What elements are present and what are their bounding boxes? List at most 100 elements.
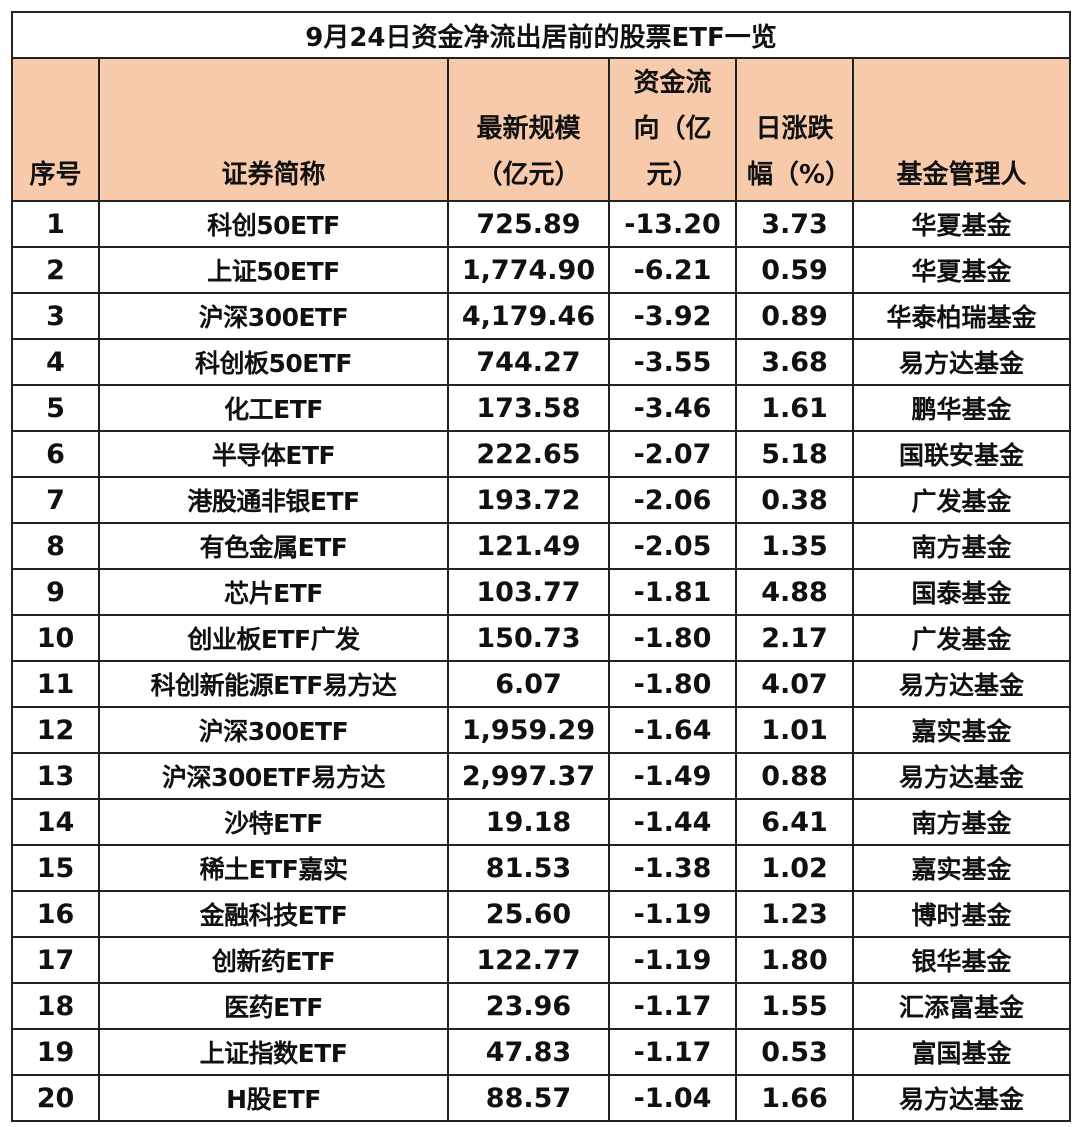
cell-change: 1.66 (735, 1074, 854, 1122)
table-row: 18 医药ETF 23.96 -1.17 1.55 汇添富基金 (11, 982, 1071, 1030)
cell-change: 5.18 (735, 430, 854, 478)
cell-name: 稀土ETF嘉实 (98, 844, 449, 892)
cell-index: 16 (11, 890, 100, 938)
cell-manager: 华夏基金 (852, 200, 1071, 248)
cell-scale: 222.65 (447, 430, 610, 478)
cell-change: 3.68 (735, 338, 854, 386)
cell-change: 1.23 (735, 890, 854, 938)
table-row: 3 沪深300ETF 4,179.46 -3.92 0.89 华泰柏瑞基金 (11, 292, 1071, 340)
table-row: 8 有色金属ETF 121.49 -2.05 1.35 南方基金 (11, 522, 1071, 570)
cell-flow: -1.81 (608, 568, 737, 616)
cell-change: 0.88 (735, 752, 854, 800)
cell-change: 4.88 (735, 568, 854, 616)
table-row: 17 创新药ETF 122.77 -1.19 1.80 银华基金 (11, 936, 1071, 984)
cell-name: 金融科技ETF (98, 890, 449, 938)
cell-flow: -2.07 (608, 430, 737, 478)
cell-manager: 易方达基金 (852, 752, 1071, 800)
cell-name: 港股通非银ETF (98, 476, 449, 524)
cell-flow: -1.04 (608, 1074, 737, 1122)
cell-name: 科创板50ETF (98, 338, 449, 386)
cell-scale: 81.53 (447, 844, 610, 892)
cell-scale: 193.72 (447, 476, 610, 524)
cell-scale: 6.07 (447, 660, 610, 708)
cell-scale: 2,997.37 (447, 752, 610, 800)
table-row: 13 沪深300ETF易方达 2,997.37 -1.49 0.88 易方达基金 (11, 752, 1071, 800)
cell-change: 1.61 (735, 384, 854, 432)
cell-scale: 744.27 (447, 338, 610, 386)
cell-name: 沪深300ETF (98, 292, 449, 340)
cell-name: 创新药ETF (98, 936, 449, 984)
cell-index: 18 (11, 982, 100, 1030)
header-index: 序号 (11, 57, 100, 202)
cell-manager: 易方达基金 (852, 660, 1071, 708)
cell-index: 15 (11, 844, 100, 892)
table-row: 6 半导体ETF 222.65 -2.07 5.18 国联安基金 (11, 430, 1071, 478)
cell-manager: 国泰基金 (852, 568, 1071, 616)
table-body: 1 科创50ETF 725.89 -13.20 3.73 华夏基金 2 上证50ETF 1,77… (11, 200, 1071, 1122)
cell-change: 1.80 (735, 936, 854, 984)
cell-change: 1.01 (735, 706, 854, 754)
cell-manager: 南方基金 (852, 522, 1071, 570)
cell-name: 沪深300ETF易方达 (98, 752, 449, 800)
cell-flow: -1.19 (608, 890, 737, 938)
cell-change: 3.73 (735, 200, 854, 248)
cell-change: 0.89 (735, 292, 854, 340)
table-row: 7 港股通非银ETF 193.72 -2.06 0.38 广发基金 (11, 476, 1071, 524)
cell-change: 2.17 (735, 614, 854, 662)
header-scale: 最新规模（亿元） (447, 57, 610, 202)
cell-index: 11 (11, 660, 100, 708)
cell-manager: 嘉实基金 (852, 706, 1071, 754)
header-change: 日涨跌幅（%） (735, 57, 854, 202)
cell-name: 上证指数ETF (98, 1028, 449, 1076)
cell-scale: 4,179.46 (447, 292, 610, 340)
cell-change: 1.02 (735, 844, 854, 892)
cell-manager: 富国基金 (852, 1028, 1071, 1076)
cell-flow: -13.20 (608, 200, 737, 248)
cell-scale: 725.89 (447, 200, 610, 248)
cell-name: 有色金属ETF (98, 522, 449, 570)
table-row: 16 金融科技ETF 25.60 -1.19 1.23 博时基金 (11, 890, 1071, 938)
cell-manager: 国联安基金 (852, 430, 1071, 478)
cell-change: 0.53 (735, 1028, 854, 1076)
cell-scale: 173.58 (447, 384, 610, 432)
table-row: 2 上证50ETF 1,774.90 -6.21 0.59 华夏基金 (11, 246, 1071, 294)
cell-index: 1 (11, 200, 100, 248)
cell-manager: 易方达基金 (852, 338, 1071, 386)
cell-name: 科创新能源ETF易方达 (98, 660, 449, 708)
cell-manager: 汇添富基金 (852, 982, 1071, 1030)
cell-flow: -2.05 (608, 522, 737, 570)
table-row: 15 稀土ETF嘉实 81.53 -1.38 1.02 嘉实基金 (11, 844, 1071, 892)
cell-scale: 1,774.90 (447, 246, 610, 294)
cell-flow: -1.80 (608, 614, 737, 662)
cell-index: 13 (11, 752, 100, 800)
header-flow: 资金流向（亿元） (608, 57, 737, 202)
cell-index: 10 (11, 614, 100, 662)
cell-scale: 122.77 (447, 936, 610, 984)
cell-name: 半导体ETF (98, 430, 449, 478)
cell-change: 1.35 (735, 522, 854, 570)
cell-change: 4.07 (735, 660, 854, 708)
cell-manager: 嘉实基金 (852, 844, 1071, 892)
cell-manager: 华泰柏瑞基金 (852, 292, 1071, 340)
cell-flow: -1.38 (608, 844, 737, 892)
cell-manager: 广发基金 (852, 614, 1071, 662)
cell-flow: -3.55 (608, 338, 737, 386)
cell-manager: 广发基金 (852, 476, 1071, 524)
cell-index: 17 (11, 936, 100, 984)
cell-index: 19 (11, 1028, 100, 1076)
cell-name: 科创50ETF (98, 200, 449, 248)
cell-scale: 103.77 (447, 568, 610, 616)
cell-flow: -3.92 (608, 292, 737, 340)
cell-index: 6 (11, 430, 100, 478)
cell-index: 8 (11, 522, 100, 570)
cell-name: 沙特ETF (98, 798, 449, 846)
cell-index: 2 (11, 246, 100, 294)
table-row: 11 科创新能源ETF易方达 6.07 -1.80 4.07 易方达基金 (11, 660, 1071, 708)
cell-change: 0.38 (735, 476, 854, 524)
table-row: 1 科创50ETF 725.89 -13.20 3.73 华夏基金 (11, 200, 1071, 248)
cell-manager: 华夏基金 (852, 246, 1071, 294)
cell-flow: -3.46 (608, 384, 737, 432)
cell-manager: 银华基金 (852, 936, 1071, 984)
cell-manager: 易方达基金 (852, 1074, 1071, 1122)
cell-change: 1.55 (735, 982, 854, 1030)
